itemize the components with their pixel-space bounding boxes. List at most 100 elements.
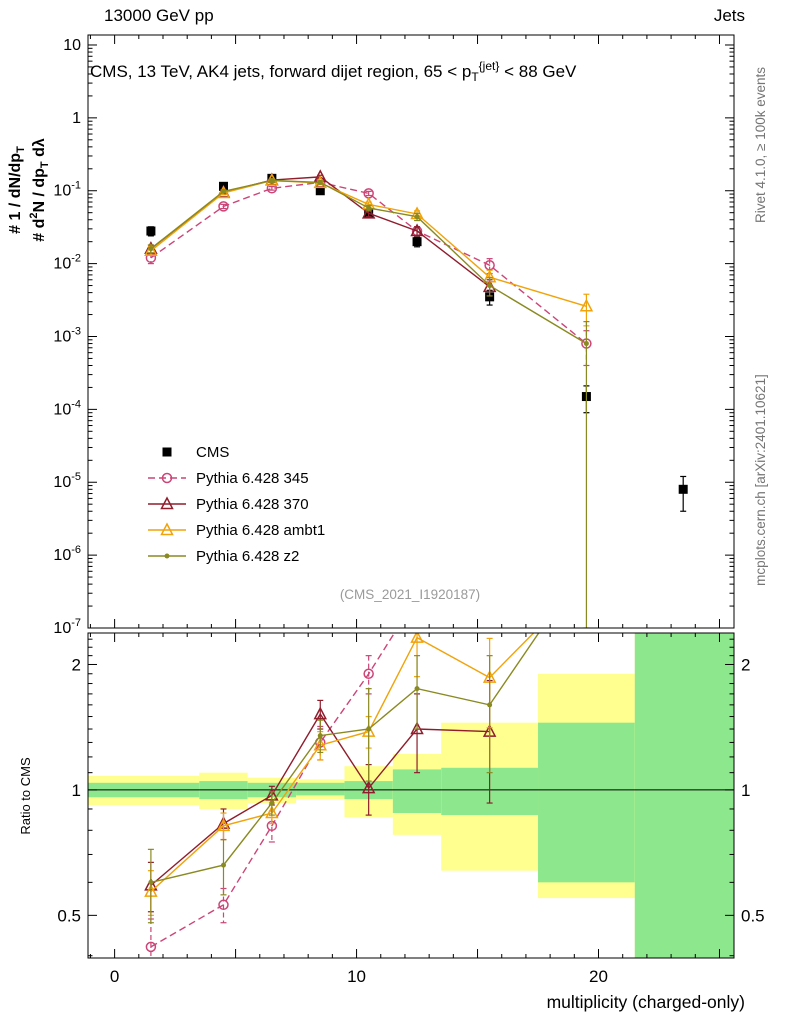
marker-triangle bbox=[265, 172, 279, 186]
series-pythia-6-428-z2 bbox=[147, 633, 540, 924]
marker-triangle bbox=[160, 496, 174, 510]
rivet-version-label: Rivet 4.1.0, ≥ 100k events bbox=[753, 67, 768, 223]
marker-dot bbox=[317, 733, 323, 739]
main-y-tick-label: 10-2 bbox=[53, 253, 81, 273]
main-series-group bbox=[144, 169, 688, 628]
main-y-tick-label: 10 bbox=[63, 37, 81, 54]
marker-dot bbox=[269, 178, 275, 184]
ratio-y-tick-label: 0.5 bbox=[57, 906, 81, 925]
legend-label: CMS bbox=[196, 444, 229, 461]
marker-dot bbox=[583, 341, 589, 347]
legend-label: Pythia 6.428 370 bbox=[196, 496, 309, 513]
band-green bbox=[634, 633, 734, 958]
legend: CMS Pythia 6.428 345 Pythia 6.428 370 Pythi… bbox=[148, 444, 325, 565]
marker-dot bbox=[317, 179, 323, 185]
marker-dot bbox=[220, 862, 226, 868]
marker-circle bbox=[266, 183, 278, 194]
marker-dot bbox=[148, 246, 154, 252]
marker-triangle bbox=[361, 780, 376, 794]
marker-square bbox=[678, 484, 688, 494]
x-tick-label: 20 bbox=[589, 967, 608, 986]
main-y-tick-label: 1 bbox=[72, 110, 81, 127]
marker-dot bbox=[487, 283, 493, 289]
x-axis-label: multiplicity (charged-only) bbox=[547, 992, 745, 1012]
marker-circle bbox=[218, 899, 229, 911]
x-tick-label: 0 bbox=[110, 967, 119, 986]
band-green bbox=[296, 782, 345, 796]
marker-triangle bbox=[313, 706, 328, 720]
main-plot-frame bbox=[87, 34, 735, 629]
marker-square bbox=[485, 292, 495, 302]
series-line bbox=[150, 633, 535, 893]
marker-circle bbox=[363, 668, 374, 680]
legend-entry-pythia-6-428-370: Pythia 6.428 370 bbox=[148, 496, 309, 513]
main-y-axis-label-normalization: # 1 / dN/dpT bbox=[7, 146, 27, 234]
ratio-series-group bbox=[144, 633, 540, 958]
axis-ticks bbox=[88, 35, 734, 958]
marker-dot bbox=[366, 205, 372, 211]
main-y-tick-label: 10-6 bbox=[53, 544, 81, 564]
series-pythia-6-428-ambt1 bbox=[144, 172, 594, 327]
marker-square bbox=[412, 237, 422, 247]
series-line bbox=[150, 179, 587, 345]
marker-dot bbox=[487, 702, 493, 708]
x-tick-label: 10 bbox=[347, 967, 366, 986]
main-y-axis-label-observable: # d2N / dpT dλ bbox=[28, 138, 51, 242]
main-y-tick-label: 10-7 bbox=[53, 617, 81, 637]
marker-triangle bbox=[410, 721, 424, 735]
ratio-plot-frame bbox=[87, 632, 735, 959]
marker-triangle bbox=[361, 205, 376, 219]
marker-dot bbox=[164, 553, 170, 559]
series-line bbox=[150, 179, 587, 307]
marker-triangle bbox=[160, 522, 174, 536]
marker-triangle bbox=[216, 818, 231, 832]
marker-square bbox=[315, 186, 325, 196]
ratio-y-tick-label: 2 bbox=[72, 655, 81, 674]
legend-label: Pythia 6.428 z2 bbox=[196, 548, 299, 565]
analysis-id-watermark: (CMS_2021_I1920187) bbox=[340, 587, 480, 602]
marker-dot bbox=[366, 726, 372, 732]
marker-triangle bbox=[410, 223, 424, 237]
legend-entry-cms: CMS bbox=[162, 444, 229, 461]
ratio-y-tick-label: 1 bbox=[741, 781, 750, 800]
legend-entry-pythia-6-428-345: Pythia 6.428 345 bbox=[148, 470, 309, 487]
main-y-tick-label: 10-4 bbox=[53, 398, 81, 418]
marker-triangle bbox=[265, 805, 279, 819]
plot-title: CMS, 13 TeV, AK4 jets, forward dijet reg… bbox=[90, 59, 577, 84]
main-y-tick-label: 10-3 bbox=[53, 325, 81, 345]
header-process-label: Jets bbox=[714, 6, 745, 25]
ratio-y-tick-label: 2 bbox=[741, 655, 750, 674]
marker-dot bbox=[414, 214, 420, 220]
marker-square bbox=[162, 447, 172, 457]
main-y-tick-label: 10-5 bbox=[53, 471, 81, 491]
ratio-y-tick-label: 0.5 bbox=[741, 906, 765, 925]
series-line bbox=[150, 181, 587, 345]
legend-label: Pythia 6.428 ambt1 bbox=[196, 522, 325, 539]
main-y-tick-label: 10-1 bbox=[53, 180, 81, 200]
marker-triangle bbox=[410, 633, 424, 643]
series-pythia-6-428-z2 bbox=[147, 178, 590, 628]
mcplots-attribution-label: mcplots.cern.ch [arXiv:2401.10621] bbox=[753, 374, 768, 586]
uncertainty-bands bbox=[88, 633, 734, 958]
legend-label: Pythia 6.428 345 bbox=[196, 470, 309, 487]
marker-circle bbox=[145, 941, 157, 953]
marker-circle bbox=[161, 472, 173, 484]
marker-triangle bbox=[144, 243, 158, 257]
marker-dot bbox=[414, 686, 420, 692]
marker-circle bbox=[218, 201, 229, 212]
legend-entry-pythia-6-428-ambt1: Pythia 6.428 ambt1 bbox=[148, 522, 325, 539]
marker-triangle bbox=[216, 185, 231, 199]
marker-square bbox=[146, 226, 156, 236]
marker-dot bbox=[148, 879, 154, 885]
series-line bbox=[150, 633, 396, 948]
ratio-y-axis-label: Ratio to CMS bbox=[18, 757, 33, 835]
axis-tick-labels: 10-7 10-6 10-5 10-4 10-3 10-2 10-1 1 10 0.5 0.5 1 1 2… bbox=[53, 37, 764, 986]
band-green bbox=[392, 769, 442, 814]
ratio-y-tick-label: 1 bbox=[72, 781, 81, 800]
marker-dot bbox=[220, 188, 226, 194]
header-beam-label: 13000 GeV pp bbox=[104, 6, 214, 25]
marker-triangle bbox=[579, 298, 594, 312]
marker-dot bbox=[269, 800, 275, 806]
